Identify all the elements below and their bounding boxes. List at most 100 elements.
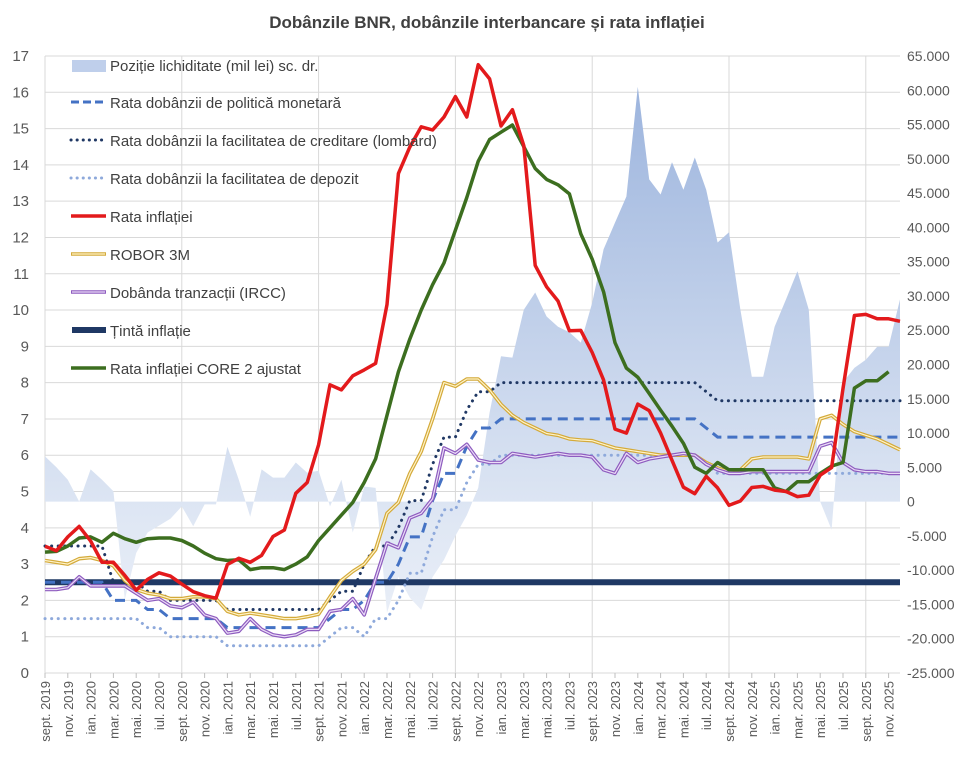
- right-axis-tick-label: 25.000: [907, 322, 950, 338]
- x-axis-tick-label: nov. 2025: [882, 681, 897, 737]
- liquidity-area-layer: [45, 86, 900, 613]
- left-axis-tick-label: 4: [21, 520, 29, 537]
- right-axis-tick-label: -10.000: [907, 562, 955, 578]
- series-line-2: [43, 381, 902, 611]
- left-axis-tick-label: 12: [12, 229, 29, 246]
- x-axis-tick-label: iul. 2020: [152, 681, 167, 730]
- series-line-8: [44, 123, 890, 572]
- x-axis-tick-label: ian. 2020: [84, 681, 99, 735]
- x-axis-tick-label: iul. 2025: [836, 681, 851, 730]
- x-axis-tick-label: ian. 2022: [357, 681, 372, 735]
- right-axis-tick-label: 30.000: [907, 288, 950, 304]
- right-axis-tick-label: 35.000: [907, 254, 950, 270]
- x-axis-tick-label: sept. 2021: [312, 681, 327, 742]
- x-axis-labels: sept. 2019 nov. 2019 ian. 2020 mar. 2020 mai…: [38, 672, 900, 742]
- legend-item-policy-rate: Rata dobânzii de politică monetară: [71, 95, 342, 112]
- left-axis-tick-label: 5: [21, 484, 29, 501]
- legend-label: Rata dobânzii la facilitatea de creditar…: [110, 133, 437, 150]
- right-axis-tick-label: 65.000: [907, 48, 950, 64]
- series-line-6-inner: [45, 441, 900, 638]
- left-axis-tick-label: 8: [21, 375, 29, 392]
- right-axis-tick-label: 10.000: [907, 425, 950, 441]
- chart-title: Dobânzile BNR, dobânzile interbancare și…: [269, 13, 704, 32]
- liquidity-area: [45, 86, 900, 613]
- left-axis-tick-label: 0: [21, 665, 29, 682]
- right-axis-tick-label: -20.000: [907, 631, 955, 647]
- legend-label: Rata dobânzii de politică monetară: [110, 95, 342, 112]
- right-axis-tick-label: 0: [907, 494, 915, 510]
- x-axis-tick-label: ian. 2025: [768, 681, 783, 735]
- left-axis-tick-label: 11: [13, 266, 29, 283]
- left-axis-tick-label: 16: [12, 84, 29, 101]
- x-axis-tick-label: mai. 2021: [266, 681, 281, 738]
- x-axis-tick-label: iul. 2021: [289, 681, 304, 730]
- right-axis-tick-label: 60.000: [907, 82, 950, 98]
- left-axis-tick-label: 14: [12, 157, 29, 174]
- x-axis-tick-label: mar. 2021: [243, 681, 258, 739]
- series-line-4: [44, 62, 901, 600]
- x-axis-tick-label: sept. 2019: [38, 681, 53, 742]
- legend-swatch-area: [72, 60, 106, 72]
- right-axis-tick-label: 45.000: [907, 185, 950, 201]
- right-axis-tick-label: 5.000: [907, 459, 942, 475]
- right-axis-tick-label: -15.000: [907, 596, 955, 612]
- left-axis-tick-label: 10: [12, 302, 29, 319]
- x-axis-tick-label: mar. 2025: [790, 681, 805, 739]
- legend-item-target: Țintă inflație: [72, 323, 191, 340]
- right-axis-tick-label: 20.000: [907, 357, 950, 373]
- left-axis-tick-label: 15: [12, 121, 29, 138]
- x-axis-tick-label: mar. 2020: [106, 681, 121, 739]
- left-axis-tick-label: 7: [21, 411, 29, 428]
- series-line-1: [45, 417, 900, 630]
- x-axis-tick-label: sept. 2023: [585, 681, 600, 742]
- right-axis-tick-label: 15.000: [907, 391, 950, 407]
- left-axis-tick-label: 6: [21, 447, 29, 464]
- right-axis-tick-label: -5.000: [907, 528, 947, 544]
- x-axis-tick-label: iul. 2022: [426, 681, 441, 730]
- x-axis-tick-label: mai. 2023: [540, 681, 555, 738]
- x-axis-tick-label: sept. 2024: [722, 681, 737, 742]
- legend-label: ROBOR 3M: [110, 247, 190, 264]
- x-axis-tick-label: sept. 2020: [175, 681, 190, 742]
- legend-item-liquidity: Poziție lichiditate (mil lei) sc. dr.: [72, 58, 318, 75]
- left-axis-tick-label: 3: [21, 556, 29, 573]
- legend-label: Dobânda tranzacții (IRCC): [110, 285, 286, 302]
- x-axis-tick-label: ian. 2021: [220, 681, 235, 735]
- right-axis-tick-label: 55.000: [907, 117, 950, 133]
- x-axis-tick-label: mar. 2023: [517, 681, 532, 739]
- x-axis-tick-label: mar. 2024: [654, 681, 669, 739]
- legend-item-ircc: Dobânda tranzacții (IRCC): [71, 285, 286, 302]
- right-axis-tick-label: 50.000: [907, 151, 950, 167]
- x-axis-tick-label: sept. 2022: [448, 681, 463, 742]
- right-axis-labels: -25.000 -20.000 -15.000 -10.000 -5.000 0 5.000…: [907, 48, 955, 681]
- legend-label: Rata inflației: [110, 209, 193, 226]
- left-axis-tick-label: 13: [12, 193, 29, 210]
- left-axis-tick-label: 17: [12, 48, 29, 65]
- series-lines-layer: [43, 62, 902, 648]
- x-axis-tick-label: nov. 2022: [471, 681, 486, 737]
- legend-label: Rata inflației CORE 2 ajustat: [110, 361, 302, 378]
- x-axis-tick-label: nov. 2024: [745, 681, 760, 737]
- x-axis-tick-label: nov. 2020: [198, 681, 213, 737]
- legend-item-robor: ROBOR 3M: [71, 247, 190, 264]
- x-axis-tick-label: nov. 2021: [334, 681, 349, 737]
- x-axis-tick-label: iul. 2024: [699, 681, 714, 730]
- legend-label: Țintă inflație: [110, 323, 191, 340]
- legend: Poziție lichiditate (mil lei) sc. dr. Ra…: [69, 58, 437, 378]
- x-axis-tick-label: iul. 2023: [562, 681, 577, 730]
- legend-item-core2: Rata inflației CORE 2 ajustat: [71, 361, 302, 378]
- x-axis-tick-label: mai. 2022: [403, 681, 418, 738]
- x-axis-tick-label: nov. 2023: [608, 681, 623, 737]
- legend-label: Poziție lichiditate (mil lei) sc. dr.: [110, 58, 318, 75]
- series-line-5-inner: [44, 378, 901, 620]
- legend-label: Rata dobânzii la facilitatea de depozit: [110, 171, 359, 188]
- left-axis-tick-label: 2: [21, 592, 29, 609]
- right-axis-tick-label: -25.000: [907, 665, 955, 681]
- x-axis-tick-label: ian. 2024: [631, 681, 646, 735]
- x-axis-tick-label: mar. 2022: [380, 681, 395, 739]
- legend-item-lombard: Rata dobânzii la facilitatea de creditar…: [69, 133, 437, 150]
- x-axis-tick-label: sept. 2025: [859, 681, 874, 742]
